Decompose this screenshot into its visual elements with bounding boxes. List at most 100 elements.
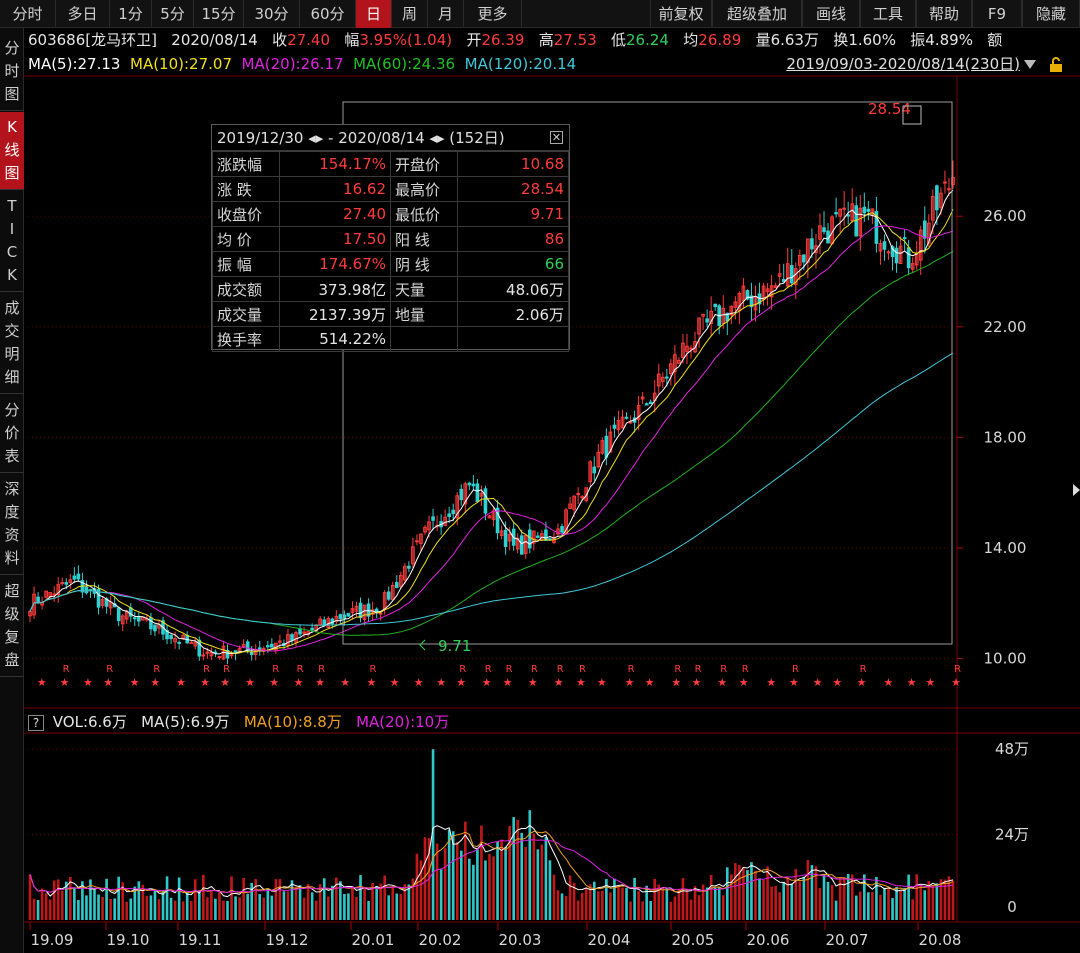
toolbar-menu-2[interactable]: 画线 (802, 0, 860, 28)
signal-r-mark: R (954, 664, 961, 675)
volume-bar (93, 889, 96, 920)
volume-bar (661, 887, 665, 920)
volume-axis-label: 48万 (995, 740, 1029, 758)
volume-bar (778, 892, 781, 920)
candle-body (173, 638, 177, 643)
candle-body (302, 631, 306, 634)
candle-body (810, 238, 814, 250)
interval-stats-header: 2019/12/30 ◂▸ - 2020/08/14 ◂▸ (152日) ✕ (212, 125, 569, 151)
toolbar-menu-3[interactable]: 工具 (860, 0, 916, 28)
candle-body (84, 586, 89, 594)
signal-star-icon: ★ (269, 676, 279, 689)
open-value: 26.39 (481, 31, 525, 49)
signal-r-mark: R (318, 664, 325, 675)
volume-bar (649, 901, 653, 920)
period-tab-4[interactable]: 15分 (194, 0, 244, 28)
volume-bar (818, 887, 822, 920)
volume-bar (314, 900, 318, 920)
volume-bar (508, 825, 511, 920)
volume-bar (794, 869, 798, 920)
toolbar-menu-5[interactable]: F9 (972, 0, 1022, 28)
volume-bar (677, 889, 681, 920)
period-tab-1[interactable]: 多日 (56, 0, 110, 28)
help-icon[interactable]: ? (28, 714, 44, 731)
candle-body (245, 641, 250, 651)
volume-bar (121, 882, 125, 920)
volume-bar (617, 886, 620, 920)
date-axis-label: 19.09 (31, 931, 74, 949)
toolbar-menu-1[interactable]: 超级叠加 (712, 0, 802, 28)
candle-body (781, 279, 786, 283)
period-tab-0[interactable]: 分时 (0, 0, 56, 28)
period-tab-8[interactable]: 周 (392, 0, 428, 28)
candle-body (366, 603, 371, 617)
stats-label: 振 幅 (212, 251, 280, 277)
volume-bar (907, 874, 910, 920)
volume-bar (552, 874, 556, 920)
volume-bar (858, 891, 862, 920)
toolbar-menu-0[interactable]: 前复权 (650, 0, 712, 28)
close-icon[interactable]: ✕ (550, 131, 563, 144)
view-tab-0[interactable]: 分时图 (4, 39, 20, 103)
date-range-selector[interactable]: 2019/09/03-2020/08/14(230日) (786, 55, 1020, 73)
signal-star-icon: ★ (832, 676, 842, 689)
stats-row: 收盘价 27.40 最低价 9.71 (212, 201, 569, 227)
candle-body (918, 229, 923, 261)
vol-ma10-legend: MA(10):8.8万 (243, 713, 342, 731)
volume-bar (238, 897, 241, 920)
view-tab-6[interactable]: 超级复盘 (4, 582, 20, 669)
volume-bar (887, 888, 890, 920)
view-tab-5[interactable]: 深度资料 (4, 480, 20, 567)
period-tab-6[interactable]: 60分 (300, 0, 356, 28)
chevron-down-icon[interactable] (1024, 60, 1036, 69)
signal-r-mark: R (223, 664, 230, 675)
volume-bar (85, 895, 88, 920)
volume-bar (911, 899, 914, 920)
period-tab-9[interactable]: 月 (428, 0, 464, 28)
signal-star-icon: ★ (857, 676, 867, 689)
volume-bar (943, 879, 947, 920)
period-tab-3[interactable]: 5分 (152, 0, 194, 28)
volume-bar (568, 875, 572, 920)
candle-body (612, 424, 617, 429)
candle-body (378, 612, 383, 615)
period-tab-5[interactable]: 30分 (244, 0, 300, 28)
volume-bar (306, 884, 310, 920)
view-tab-3[interactable]: 成交明细 (4, 299, 20, 386)
candle-body (648, 401, 653, 405)
period-tab-2[interactable]: 1分 (110, 0, 152, 28)
candle-body (261, 648, 266, 651)
candle-body (818, 225, 822, 240)
volume-bar (290, 880, 294, 920)
view-tab-4[interactable]: 分价表 (4, 401, 20, 465)
candle-body (842, 207, 846, 210)
date-axis-label: 20.06 (747, 931, 790, 949)
candle-body (713, 303, 717, 308)
ma20-line (29, 225, 954, 652)
candle-body (636, 404, 641, 421)
volume-bar (903, 888, 906, 920)
volume-bar (786, 877, 790, 920)
signal-star-icon: ★ (766, 676, 776, 689)
volume-bar (161, 890, 165, 920)
lock-icon[interactable] (1048, 57, 1064, 73)
volume-legend: ? VOL:6.6万 MA(5):6.9万 MA(10):8.8万 MA(20)… (28, 711, 449, 733)
date-axis-label: 20.01 (352, 931, 395, 949)
volume-bar (81, 881, 84, 920)
volume-bar (782, 881, 786, 920)
signal-r-mark: R (720, 664, 727, 675)
period-tab-10[interactable]: 更多 (464, 0, 522, 28)
stats-row: 成交额 373.98亿 天量 48.06万 (212, 276, 569, 302)
high-label: 高 (538, 31, 554, 49)
volume-bar (931, 886, 935, 920)
stats-label: 阳 线 (390, 226, 458, 252)
volume-bar (842, 877, 846, 920)
signal-r-mark: R (485, 664, 492, 675)
volume-bar (69, 877, 72, 920)
expand-right-icon[interactable] (1073, 484, 1080, 496)
toolbar-menu-4[interactable]: 帮助 (916, 0, 972, 28)
period-tab-7[interactable]: 日 (356, 0, 392, 28)
